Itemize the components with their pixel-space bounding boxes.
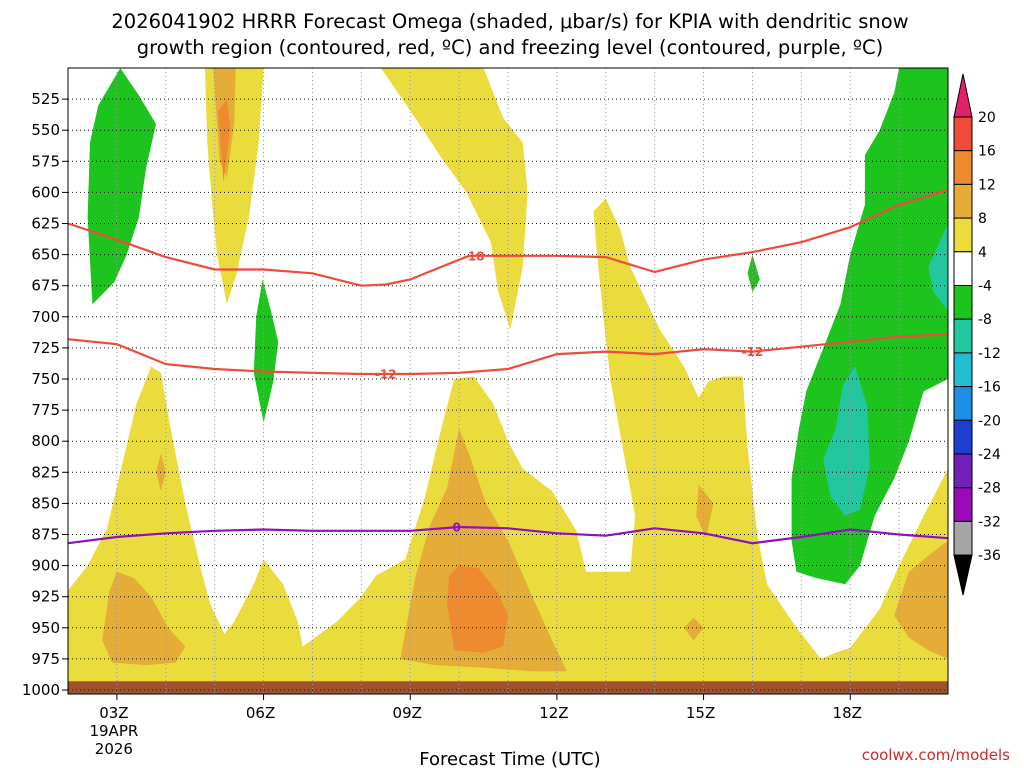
y-tick-label-925: 925: [31, 588, 60, 606]
colorbar-label-4: 4: [978, 245, 987, 261]
y-tick-label-825: 825: [31, 463, 60, 481]
colorbar-box-8: [953, 352, 973, 388]
x-tick-year: 2026: [95, 740, 133, 758]
y-tick-label-550: 550: [31, 121, 60, 139]
colorbar-box-10: [953, 419, 973, 455]
colorbar-label-12: -32: [978, 514, 1001, 530]
omega-region-6: [696, 484, 714, 539]
colorbar-box-3: [953, 183, 973, 219]
contour-dgz_-18: [68, 188, 948, 287]
y-tick-label-900: 900: [31, 557, 60, 575]
colorbar-box-6: [953, 285, 973, 320]
colorbar-box-13: [953, 520, 973, 556]
y-tick-label-975: 975: [31, 650, 60, 668]
y-tick-label-850: 850: [31, 494, 60, 512]
y-tick-label-1000: 1000: [22, 681, 60, 699]
colorbar-label-1: 16: [978, 144, 996, 160]
colorbar-bottom-arrow: [953, 554, 973, 596]
x-tick-date: 19APR: [89, 722, 138, 740]
y-tick-label-950: 950: [31, 619, 60, 637]
y-tick-label-875: 875: [31, 526, 60, 544]
omega-region-8: [894, 540, 948, 659]
y-tick-label-575: 575: [31, 152, 60, 170]
colorbar-label-7: -12: [978, 346, 1001, 362]
colorbar-label-11: -28: [978, 481, 1001, 497]
contour-freezing_0: [68, 525, 948, 545]
y-tick-label-775: 775: [31, 401, 60, 419]
colorbar-box-9: [953, 386, 973, 421]
colorbar-box-1: [953, 116, 973, 152]
grid-lines: [68, 68, 948, 694]
credit-text: coolwx.com/models: [862, 746, 1010, 764]
y-tick-label-650: 650: [31, 246, 60, 264]
colorbar-box-5: [953, 251, 973, 287]
contour-label-dgz_-18: -18: [463, 249, 485, 263]
omega-region-4: [400, 428, 567, 672]
colorbar-box-12: [953, 487, 973, 522]
contour-dgz_-12: [68, 333, 948, 376]
colorbar-label-13: -36: [978, 548, 1001, 564]
x-tick-label-03Z: 03Z: [99, 704, 128, 722]
x-tick-label-06Z: 06Z: [246, 704, 275, 722]
omega-region-13: [253, 279, 279, 423]
colorbar-box-2: [953, 150, 973, 185]
contour-label-dgz_-12_label: -12: [742, 345, 764, 359]
contour-label-dgz_-12: -12: [375, 368, 397, 382]
ground-layer: [68, 681, 948, 694]
colorbar-label-9: -20: [978, 413, 1001, 429]
chart-title-line1: 2026041902 HRRR Forecast Omega (shaded, …: [111, 10, 908, 33]
y-tick-label-725: 725: [31, 339, 60, 357]
colorbar-label-8: -16: [978, 380, 1001, 396]
y-tick-label-600: 600: [31, 183, 60, 201]
x-tick-label-15Z: 15Z: [686, 704, 715, 722]
y-tick-label-625: 625: [31, 215, 60, 233]
omega-region-2: [380, 68, 528, 330]
contour-label-freezing_0: 0: [452, 521, 460, 535]
y-tick-label-750: 750: [31, 370, 60, 388]
x-tick-label-09Z: 09Z: [393, 704, 422, 722]
y-tick-label-675: 675: [31, 277, 60, 295]
colorbar-label-2: 12: [978, 177, 996, 193]
omega-region-17: [928, 223, 948, 311]
chart-title-line2: growth region (contoured, red, ºC) and f…: [137, 36, 884, 59]
omega-region-14: [747, 254, 760, 292]
colorbar-label-6: -8: [978, 312, 992, 328]
omega-region-7: [684, 617, 704, 641]
colorbar-label-5: -4: [978, 279, 992, 295]
y-tick-label-525: 525: [31, 90, 60, 108]
colorbar: 20 16 12 8 4 -4 -8 -12 -16 -20 -24 -28 -32 -36: [953, 73, 1001, 596]
omega-region-16: [823, 366, 870, 516]
y-tick-label-800: 800: [31, 432, 60, 450]
plot-area: -18 -12 -12 0: [67, 67, 949, 695]
omega-region-11: [218, 99, 231, 183]
colorbar-label-0: 20: [978, 110, 996, 126]
x-axis-label: Forecast Time (UTC): [419, 749, 600, 768]
colorbar-box-11: [953, 453, 973, 489]
colorbar-label-3: 8: [978, 211, 987, 227]
omega-region-12: [87, 68, 156, 305]
plot-frame: [67, 67, 949, 695]
colorbar-box-4: [953, 217, 973, 253]
colorbar-top-arrow: [953, 73, 973, 118]
omega-region-10: [446, 565, 508, 653]
x-tick-label-12Z: 12Z: [539, 704, 568, 722]
colorbar-label-10: -24: [978, 447, 1001, 463]
x-tick-label-18Z: 18Z: [833, 704, 862, 722]
colorbar-box-7: [953, 318, 973, 354]
omega-region-3: [102, 571, 186, 666]
y-axis: 525 550 575 600 625 650 675 700 725 750 775 800 825 8…: [22, 90, 68, 699]
ground-strip: [68, 681, 948, 694]
contour-lines: -18 -12 -12 0: [68, 188, 948, 545]
y-tick-label-700: 700: [31, 308, 60, 326]
